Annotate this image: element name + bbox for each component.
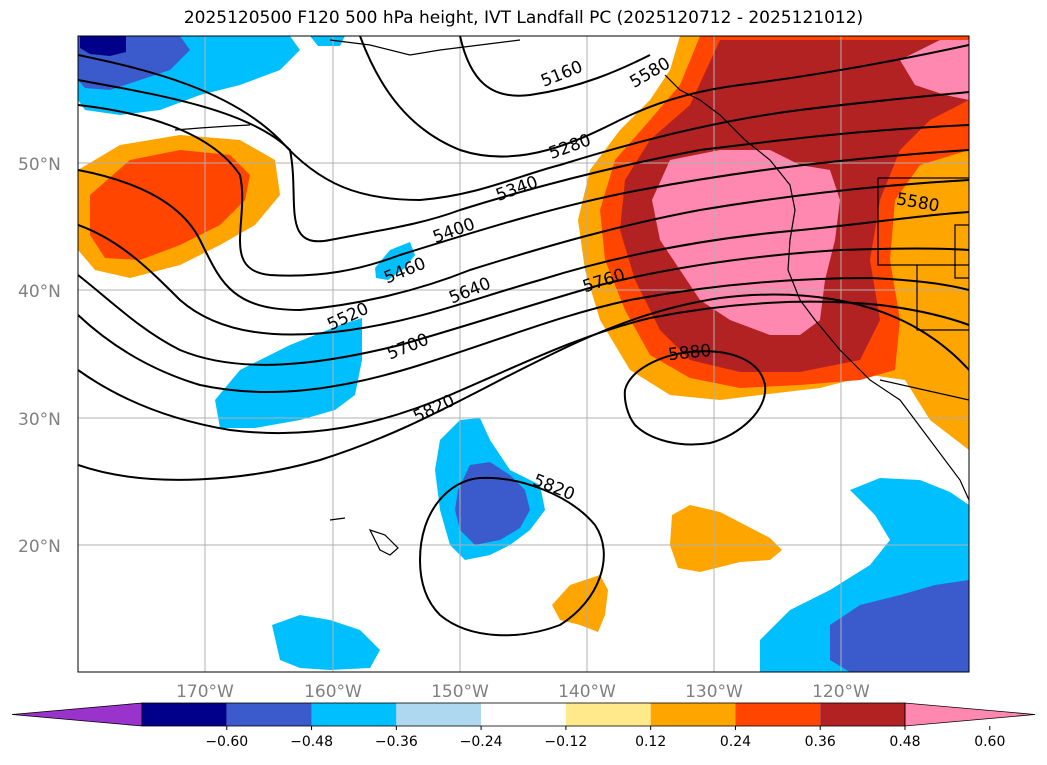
- colorbar-segment: [481, 703, 566, 726]
- colorbar-segment: [650, 703, 736, 726]
- lon-labels: 170°W 160°W 150°W 140°W 130°W 120°W: [176, 682, 870, 702]
- colorbar-segment: [565, 703, 651, 726]
- lon-label-130w: 130°W: [685, 682, 743, 702]
- plot-frame: [77, 35, 970, 673]
- colorbar-extend-low: [11, 702, 143, 727]
- contour-label-5880: 5880: [667, 341, 712, 365]
- lon-label-150w: 150°W: [431, 682, 489, 702]
- colorbar-segment: [820, 703, 905, 726]
- colorbar-segment: [142, 703, 227, 726]
- lon-label-140w: 140°W: [558, 682, 616, 702]
- contour-5400: [78, 79, 969, 243]
- colorbar-tick-label: 0.12: [635, 734, 666, 750]
- ivt-cyan-north-small: [310, 36, 345, 46]
- colorbar-segment: [735, 703, 821, 726]
- colorbar-segment: [311, 703, 397, 726]
- ivt-navy-northwest: [80, 36, 126, 56]
- colorbar-extend-high: [904, 702, 1036, 727]
- contour-5820a: [78, 293, 969, 481]
- contour-5280: [359, 36, 969, 158]
- colorbar-segment: [226, 703, 312, 726]
- colorbar-segment: [396, 703, 482, 726]
- colorbar: −0.60 −0.48 −0.36 −0.24 −0.12 0.12 0.24 0.36 0.4…: [11, 702, 1036, 750]
- colorbar-tick-label: −0.36: [375, 734, 418, 750]
- ivt-cyan-small: [375, 242, 415, 280]
- contour-5700: [78, 276, 969, 394]
- colorbar-tick-label: −0.12: [544, 734, 587, 750]
- ivt-blue-southeast: [830, 580, 969, 672]
- contour-5640: [78, 247, 969, 366]
- lon-label-120w: 120°W: [812, 682, 870, 702]
- contour-5880: [623, 350, 767, 446]
- colorbar-tick-label: 0.60: [974, 734, 1005, 750]
- contour-5520: [78, 169, 969, 312]
- lat-label-50: 50°N: [18, 155, 61, 175]
- lat-labels: 50°N 40°N 30°N 20°N: [18, 155, 61, 557]
- contour-5340: [78, 54, 969, 202]
- colorbar-tick-label: 0.48: [889, 734, 920, 750]
- map-title: 2025120500 F120 500 hPa height, IVT Land…: [183, 8, 864, 28]
- ivt-orange-south1: [670, 505, 782, 572]
- lon-label-170w: 170°W: [176, 682, 234, 702]
- colorbar-tick-label: −0.24: [460, 734, 503, 750]
- contour-5820b: [418, 476, 605, 637]
- colorbar-tick-label: −0.48: [290, 734, 333, 750]
- contour-5580: [78, 211, 969, 336]
- ivt-cyan-southwest: [272, 615, 380, 670]
- ivt-blue-hawaii: [455, 462, 530, 545]
- contour-5160: [459, 36, 651, 97]
- lat-label-40: 40°N: [18, 282, 61, 302]
- lon-label-160w: 160°W: [304, 682, 362, 702]
- colorbar-tick-label: −0.60: [205, 734, 248, 750]
- lat-label-30: 30°N: [18, 410, 61, 430]
- lat-label-20: 20°N: [18, 537, 61, 557]
- colorbar-frame: [141, 702, 906, 727]
- ivt-cyan-mid-band: [215, 318, 362, 428]
- colorbar-tick-label: 0.36: [805, 734, 836, 750]
- contour-5760: [78, 300, 969, 435]
- colorbar-tick-label: 0.24: [720, 734, 751, 750]
- contour-5460: [78, 104, 969, 277]
- height-contours: [78, 36, 969, 637]
